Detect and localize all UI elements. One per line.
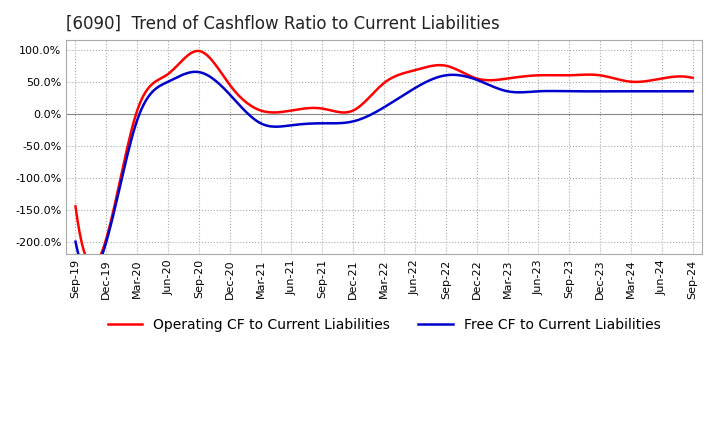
Free CF to Current Liabilities [595,88,604,94]
Free CF to Current Liabilities [73,249,82,254]
Free CF to Current Liabilities [634,89,643,94]
Free CF to Current Liabilities [443,73,451,78]
Operating CF to Current Liabilities [453,67,462,73]
Free CF to Current Liabilities [453,73,462,78]
Legend: Operating CF to Current Liabilities, Free CF to Current Liabilities: Operating CF to Current Liabilities, Fre… [102,312,666,337]
Free CF to Current Liabilities [688,88,697,94]
Free CF to Current Liabilities [71,239,80,244]
Operating CF to Current Liabilities [88,262,96,268]
Free CF to Current Liabilities [441,73,449,78]
Free CF to Current Liabilities [191,69,199,74]
Operating CF to Current Liabilities [443,63,451,69]
Operating CF to Current Liabilities [73,218,82,223]
Operating CF to Current Liabilities [688,75,697,81]
Line: Operating CF to Current Liabilities: Operating CF to Current Liabilities [76,51,693,265]
Line: Free CF to Current Liabilities: Free CF to Current Liabilities [76,72,693,275]
Free CF to Current Liabilities [86,272,94,277]
Operating CF to Current Liabilities [634,79,643,84]
Operating CF to Current Liabilities [193,48,202,54]
Operating CF to Current Liabilities [71,204,80,209]
Text: [6090]  Trend of Cashflow Ratio to Current Liabilities: [6090] Trend of Cashflow Ratio to Curren… [66,15,500,33]
Operating CF to Current Liabilities [595,73,604,78]
Operating CF to Current Liabilities [441,63,449,68]
